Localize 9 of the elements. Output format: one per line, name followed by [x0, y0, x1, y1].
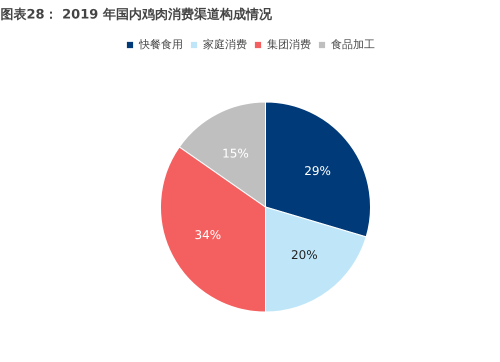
legend-label: 集团消费	[267, 37, 311, 52]
data-label: 34%	[194, 228, 222, 242]
data-label: 20%	[291, 248, 318, 262]
legend-label: 食品加工	[331, 37, 375, 52]
data-label: 15%	[222, 146, 249, 161]
chart-title: 图表28： 2019 年国内鸡肉消费渠道构成情况	[0, 6, 273, 22]
legend-label: 快餐食用	[139, 37, 183, 52]
data-label: 29%	[304, 164, 331, 178]
legend-label: 家庭消费	[203, 37, 247, 52]
